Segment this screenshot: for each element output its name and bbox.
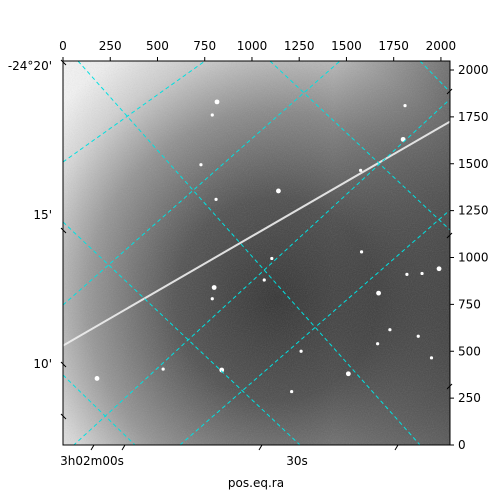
y-tick-label: 1000 xyxy=(458,251,489,265)
y-tick-label: 250 xyxy=(458,391,481,405)
star xyxy=(299,349,303,353)
x-tick-label: 1750 xyxy=(378,39,409,53)
image-area xyxy=(63,61,450,445)
star xyxy=(199,163,203,167)
grid-line xyxy=(179,209,450,445)
y-tick-label: 1250 xyxy=(458,204,489,218)
right-edge-tick-mark xyxy=(446,232,453,239)
grid-line xyxy=(269,61,450,231)
star xyxy=(210,113,214,117)
star xyxy=(376,342,380,346)
dec-tick-label: 10' xyxy=(33,357,52,371)
plot-frame xyxy=(62,60,451,446)
y-tick-label: 1750 xyxy=(458,110,489,124)
dec-tick-label: 15' xyxy=(33,208,52,222)
x-tick-label: 750 xyxy=(193,39,216,53)
star xyxy=(420,271,424,276)
ra-axis: 3h02m00s 30s xyxy=(60,88,453,468)
star xyxy=(388,328,392,332)
star xyxy=(405,272,409,276)
star xyxy=(214,197,218,201)
right-edge-tick-mark xyxy=(446,383,453,390)
grid-line xyxy=(63,61,206,163)
grid-line xyxy=(73,98,450,445)
ra-tick-label: 3h02m00s xyxy=(60,454,124,468)
right-edge-tick-mark xyxy=(446,88,453,95)
ra-tick-mark xyxy=(258,444,263,451)
star xyxy=(270,256,274,261)
x-tick-label: 1500 xyxy=(331,39,362,53)
star xyxy=(416,334,420,338)
star xyxy=(276,188,281,194)
grid-line xyxy=(63,374,136,445)
dec-tick-mark xyxy=(60,227,67,234)
y-tick-label: 0 xyxy=(458,438,466,452)
star xyxy=(210,297,214,301)
ra-tick-mark xyxy=(90,444,95,451)
star xyxy=(214,99,220,105)
star xyxy=(429,356,434,360)
star xyxy=(359,168,363,172)
x-axis-title: pos.eq.ra xyxy=(228,476,284,490)
ra-tick-mark xyxy=(121,444,126,451)
dec-tick-label: -24°20' xyxy=(8,59,52,73)
coordinate-grid xyxy=(63,61,450,445)
dec-tick-mark xyxy=(60,59,67,66)
star xyxy=(94,376,100,381)
grid-line xyxy=(63,61,341,306)
x-tick-label: 250 xyxy=(99,39,122,53)
y-tick-label: 2000 xyxy=(458,63,489,77)
star xyxy=(161,367,165,371)
x-tick-label: 0 xyxy=(59,39,67,53)
y-tick-label: 750 xyxy=(458,297,481,311)
x-tick-label: 1000 xyxy=(237,39,268,53)
grid-line xyxy=(63,221,301,445)
grid-line xyxy=(419,61,450,93)
x-tick-label: 2000 xyxy=(426,39,457,53)
x-tick-label: 1250 xyxy=(284,39,315,53)
star xyxy=(262,278,266,282)
ra-tick-label: 30s xyxy=(286,454,308,468)
star xyxy=(290,389,294,394)
y-pixel-axis: 0 250 500 750 1000 1250 1500 1750 2000 xyxy=(450,63,489,452)
x-tick-label: 500 xyxy=(146,39,169,53)
star xyxy=(219,367,225,373)
y-tick-label: 500 xyxy=(458,344,481,358)
star xyxy=(436,266,442,272)
dec-tick-mark xyxy=(60,361,67,368)
star xyxy=(211,285,217,290)
star xyxy=(359,250,364,254)
grid-line xyxy=(77,61,421,445)
star xyxy=(376,290,381,296)
dec-tick-mark xyxy=(60,413,67,420)
star xyxy=(403,104,407,108)
x-pixel-axis: 0 250 500 750 1000 1250 1500 1750 2000 xyxy=(59,39,456,61)
star xyxy=(345,371,351,377)
dec-axis: -24°20' 15' 10' xyxy=(8,59,67,420)
y-tick-label: 1500 xyxy=(458,157,489,171)
ra-tick-mark xyxy=(394,444,399,451)
